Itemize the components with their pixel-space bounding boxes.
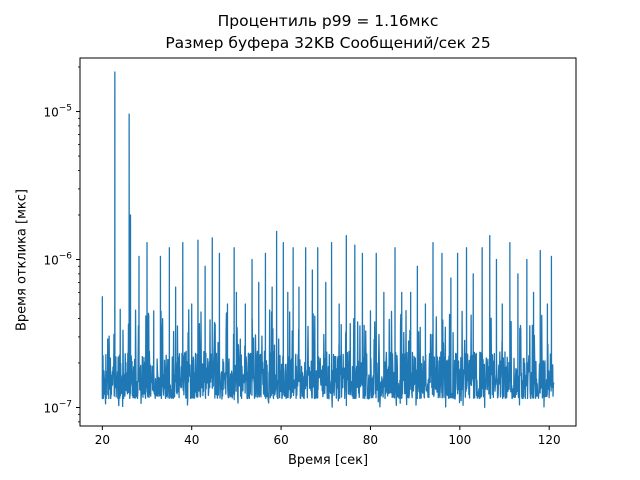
series-layer (101, 71, 555, 409)
y-axis-ticks: 10−7 10−6 10−5 (43, 66, 80, 423)
y-tick-label: 10−5 (43, 104, 72, 120)
x-tick-label: 120 (538, 433, 561, 447)
x-tick-label: 20 (95, 433, 110, 447)
x-axis-ticks: 20 40 60 80 100 120 (95, 426, 561, 447)
x-tick-label: 100 (448, 433, 471, 447)
x-tick-label: 40 (184, 433, 199, 447)
y-axis-label: Время отклика [мкс] (14, 189, 30, 331)
chart-subtitle: Размер буфера 32KB Сообщений/сек 25 (165, 34, 491, 52)
y-tick-label: 10−6 (43, 252, 72, 268)
axes-frame (79, 57, 577, 427)
x-axis-label: Время [сек] (287, 453, 369, 468)
x-tick-label: 60 (273, 433, 288, 447)
chart-title: Процентиль p99 = 1.16мкс (217, 12, 439, 30)
y-tick-label: 10−7 (43, 400, 72, 416)
x-tick-label: 80 (363, 433, 378, 447)
series-line (101, 71, 555, 409)
